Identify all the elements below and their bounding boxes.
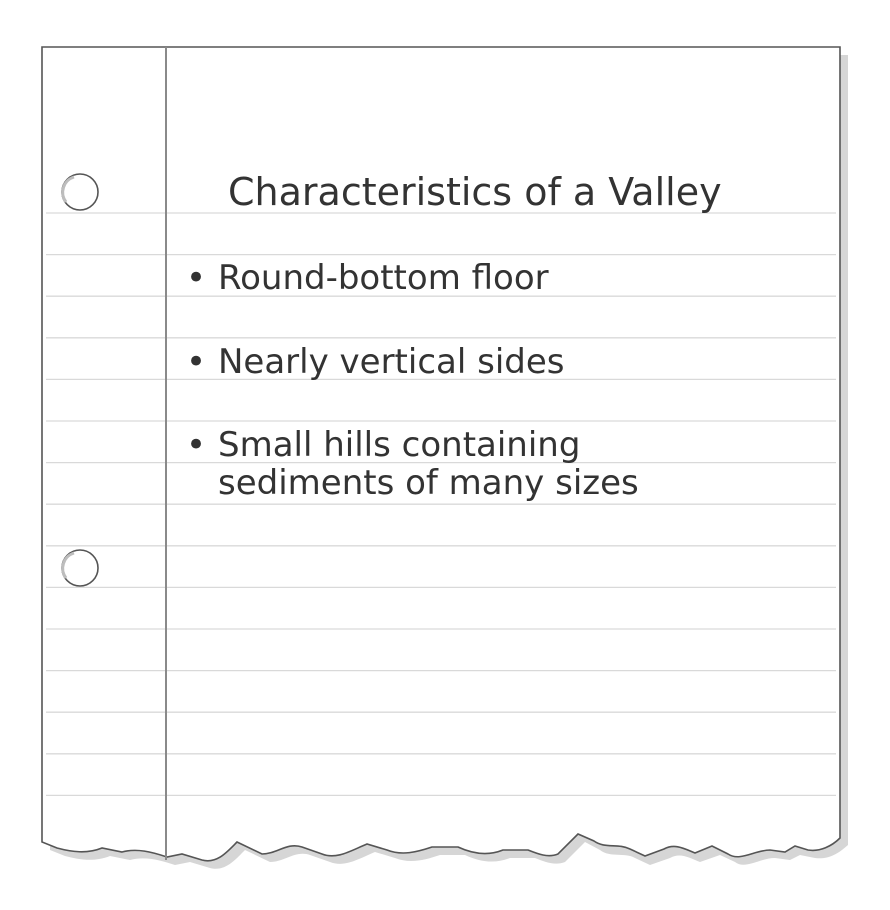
bullet-icon: • (186, 258, 207, 298)
list-item-text: Nearly vertical sides (218, 342, 565, 382)
list-item-text-line-1: Small hills containing (218, 425, 581, 465)
bullet-icon: • (186, 342, 207, 382)
paper-sheet (41, 46, 841, 862)
punch-hole-bottom-shade (61, 551, 75, 579)
ruled-lines (46, 212, 836, 797)
list-item-text-line-2: sediments of many sizes (218, 463, 639, 503)
list-item-text: Round-bottom floor (218, 258, 549, 298)
page-title: Characteristics of a Valley (228, 170, 722, 214)
punch-hole-top-shade (61, 175, 75, 203)
bullet-icon: • (186, 425, 207, 465)
